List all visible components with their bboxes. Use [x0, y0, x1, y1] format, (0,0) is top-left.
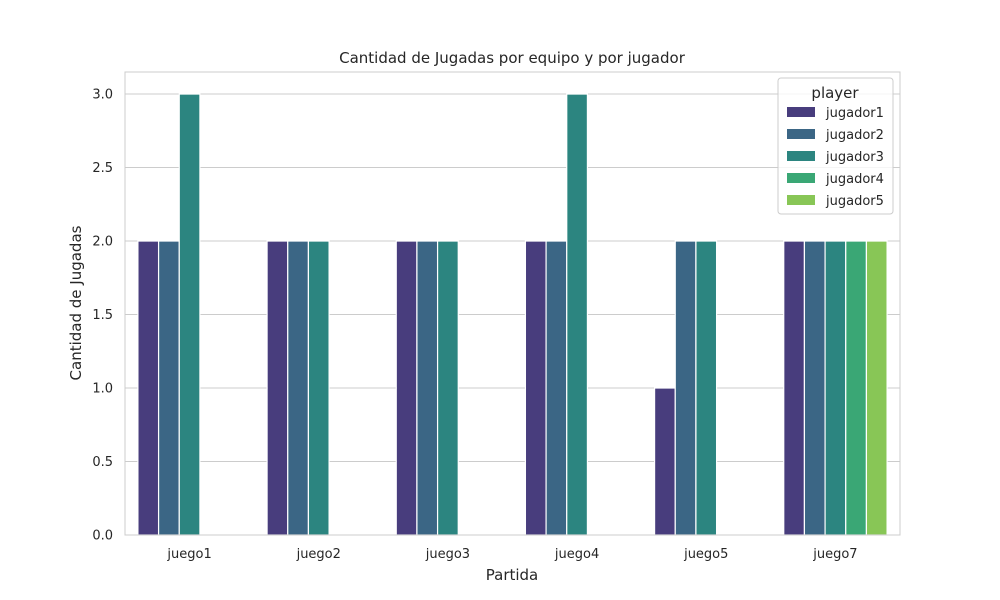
- legend-entry: jugador4: [825, 172, 884, 187]
- bar: [157, 240, 180, 536]
- x-axis-ticks: juego1 juego2 juego3 juego4 juego5 juego7: [166, 547, 857, 562]
- bar: [287, 240, 310, 536]
- y-tick-label: 2.5: [92, 161, 113, 176]
- legend-swatch: [787, 195, 815, 205]
- chart-title: Cantidad de Jugadas por equipo y por jug…: [339, 49, 686, 67]
- bar: [783, 240, 806, 536]
- y-axis-ticks: 0.0 0.5 1.0 1.5 2.0 2.5 3.0: [92, 88, 113, 544]
- plot-frame: [124, 71, 901, 536]
- x-axis-label: Partida: [486, 566, 539, 584]
- bar: [566, 93, 589, 536]
- y-tick-label: 1.5: [92, 308, 113, 323]
- bar: [803, 240, 826, 536]
- y-axis-label: Cantidad de Jugadas: [67, 225, 85, 380]
- bar: [416, 240, 439, 536]
- legend-entry: jugador5: [825, 194, 884, 209]
- bar: [395, 240, 418, 536]
- legend-title: player: [811, 84, 859, 102]
- x-tick-label: juego4: [554, 547, 599, 562]
- bar: [524, 240, 547, 536]
- y-tick-label: 0.0: [92, 529, 113, 544]
- x-tick-label: juego1: [166, 547, 211, 562]
- legend-entry: jugador2: [825, 128, 884, 143]
- bar: [545, 240, 568, 536]
- y-tick-label: 3.0: [92, 88, 113, 103]
- bar: [845, 240, 868, 536]
- legend-entry: jugador1: [825, 106, 884, 121]
- legend-swatch: [787, 173, 815, 183]
- y-tick-label: 0.5: [92, 455, 113, 470]
- y-tick-label: 2.0: [92, 235, 113, 250]
- gridlines: [125, 93, 900, 536]
- legend-entry: jugador3: [825, 150, 884, 165]
- y-tick-label: 1.0: [92, 382, 113, 397]
- bar: [695, 240, 718, 536]
- legend-swatch: [787, 151, 815, 161]
- legend: player jugador1 jugador2 jugador3 jugador4 j…: [777, 77, 894, 215]
- x-tick-label: juego5: [683, 547, 728, 562]
- x-tick-label: juego7: [812, 547, 857, 562]
- bar: [824, 240, 847, 536]
- bar: [137, 240, 160, 536]
- bars: [137, 93, 888, 536]
- bar: [266, 240, 289, 536]
- bar: [865, 240, 888, 536]
- bar: [674, 240, 697, 536]
- bar: [307, 240, 330, 536]
- x-tick-label: juego2: [296, 547, 341, 562]
- bar: [436, 240, 459, 536]
- legend-swatch: [787, 129, 815, 139]
- bar: [653, 387, 676, 536]
- x-tick-label: juego3: [425, 547, 470, 562]
- bar: [178, 93, 201, 536]
- legend-swatch: [787, 107, 815, 117]
